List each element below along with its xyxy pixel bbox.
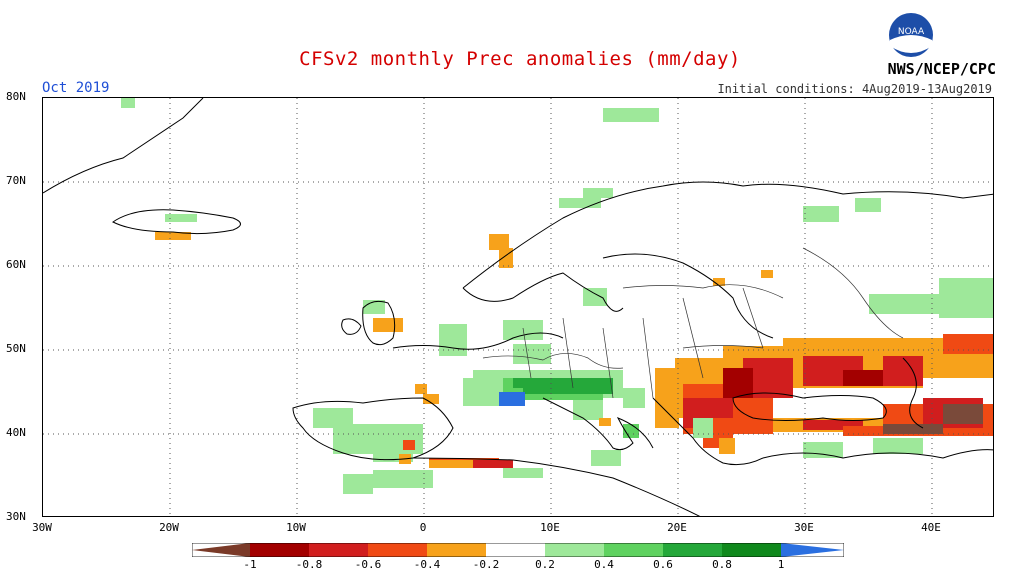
colorbar-segment	[368, 543, 427, 557]
noaa-logo-text: NOAA	[898, 27, 925, 37]
colorbar-label: -0.8	[296, 558, 323, 571]
map-panel	[42, 97, 994, 517]
lon-label-30e: 30E	[794, 521, 814, 534]
coastlines	[43, 98, 994, 517]
colorbar-label: 0.8	[712, 558, 732, 571]
colorbar-segment	[545, 543, 604, 557]
graticule	[43, 98, 994, 517]
lon-label-20e: 20E	[667, 521, 687, 534]
colorbar-segment	[250, 543, 309, 557]
colorbar-segment	[722, 543, 781, 557]
lon-label-30w: 30W	[32, 521, 52, 534]
colorbar-label: 0.2	[535, 558, 555, 571]
lon-label-0: 0	[420, 521, 427, 534]
agency-label: NWS/NCEP/CPC	[888, 60, 996, 78]
anomaly-shading	[121, 98, 994, 494]
colorbar-label: 0.6	[653, 558, 673, 571]
colorbar-segment	[486, 543, 545, 557]
colorbar-segment	[427, 543, 486, 557]
initial-conditions: Initial conditions: 4Aug2019-13Aug2019	[717, 82, 992, 96]
lon-label-20w: 20W	[159, 521, 179, 534]
lat-label-30n: 30N	[6, 510, 26, 523]
europe-map	[43, 98, 994, 517]
colorbar-segment	[309, 543, 368, 557]
colorbar-label: -0.6	[355, 558, 382, 571]
map-title: CFSv2 monthly Prec anomalies (mm/day)	[0, 48, 1024, 70]
colorbar-label: -0.4	[414, 558, 441, 571]
lon-label-40e: 40E	[921, 521, 941, 534]
noaa-logo-icon: NOAA	[880, 12, 942, 58]
lat-label-40n: 40N	[6, 426, 26, 439]
colorbar-label: 0.4	[594, 558, 614, 571]
colorbar-segment	[781, 543, 844, 557]
colorbar-label: -1	[243, 558, 256, 571]
colorbar-segment	[192, 543, 250, 557]
colorbar-segment	[663, 543, 722, 557]
lat-label-60n: 60N	[6, 258, 26, 271]
lon-label-10e: 10E	[540, 521, 560, 534]
colorbar-segment	[604, 543, 663, 557]
lat-label-50n: 50N	[6, 342, 26, 355]
colorbar-label: -0.2	[473, 558, 500, 571]
lat-label-80n: 80N	[6, 90, 26, 103]
lat-label-70n: 70N	[6, 174, 26, 187]
lon-label-10w: 10W	[286, 521, 306, 534]
forecast-month: Oct 2019	[42, 80, 109, 96]
colorbar	[192, 543, 844, 557]
colorbar-label: 1	[778, 558, 785, 571]
